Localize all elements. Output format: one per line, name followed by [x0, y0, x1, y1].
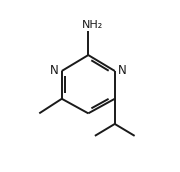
Text: N: N [50, 64, 59, 77]
Text: NH₂: NH₂ [82, 20, 103, 30]
Text: N: N [118, 64, 127, 77]
